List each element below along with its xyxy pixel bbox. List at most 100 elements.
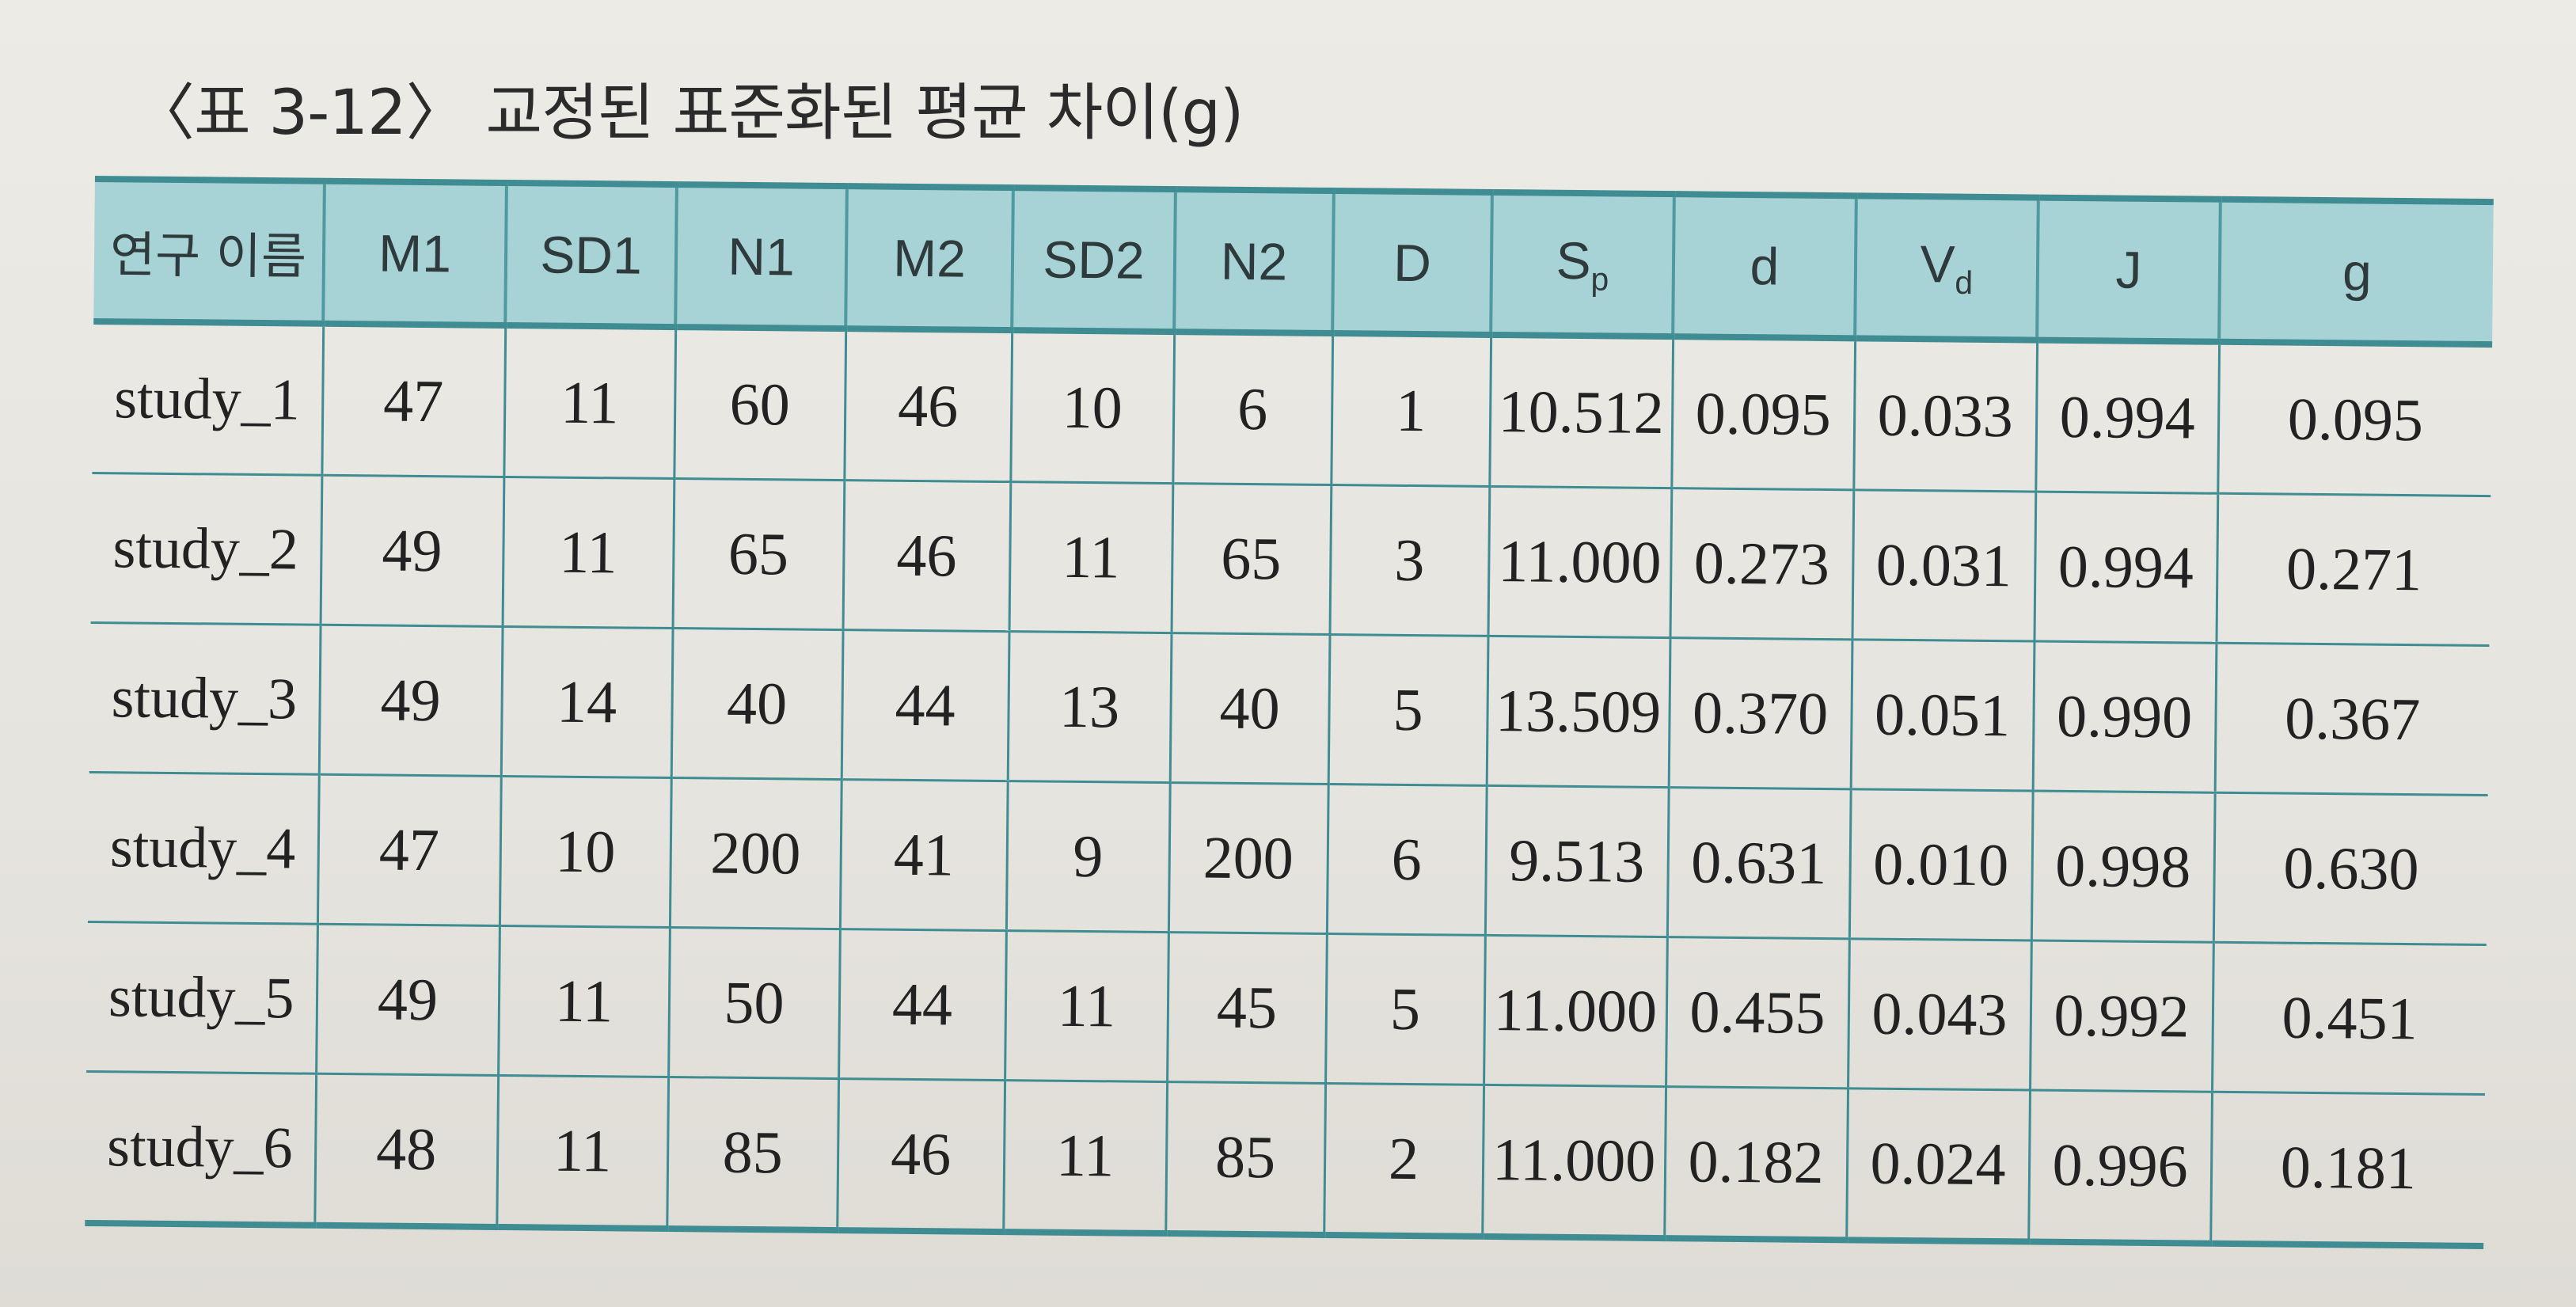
- cell-n2: 65: [1171, 483, 1332, 635]
- cell-m1: 49: [318, 625, 503, 777]
- cell-vd: 0.051: [1850, 639, 2035, 792]
- table-row: study_5 49 11 50 44 11 45 5 11.000 0.455 0.043 0.99…: [86, 921, 2487, 1095]
- cell-D: 3: [1329, 484, 1490, 636]
- cell-g: 0.095: [2217, 341, 2493, 496]
- cell-m2: 41: [839, 779, 1008, 931]
- cell-d: 0.455: [1666, 937, 1849, 1089]
- cell-sd1: 11: [498, 925, 670, 1077]
- cell-m2: 46: [837, 1078, 1005, 1233]
- cell-m1: 47: [317, 774, 501, 926]
- cell-D: 2: [1324, 1083, 1484, 1237]
- cell-sd2: 11: [1005, 930, 1168, 1082]
- cell-m2: 46: [844, 329, 1013, 482]
- cell-sd2: 9: [1005, 781, 1170, 933]
- cell-sp: 11.000: [1487, 486, 1672, 638]
- cell-n1: 200: [669, 777, 842, 929]
- cell-sd1: 14: [500, 626, 673, 778]
- cell-vd: 0.024: [1846, 1088, 2031, 1242]
- table-body: study_1 47 11 60 46 10 6 1 10.512 0.095 0.033 0.994…: [85, 321, 2493, 1247]
- cell-sd2: 10: [1010, 330, 1175, 484]
- cell-d: 0.273: [1670, 488, 1854, 640]
- cell-study-name: study_2: [90, 473, 322, 625]
- cell-m2: 44: [841, 629, 1009, 781]
- cell-g: 0.271: [2216, 493, 2491, 646]
- cell-j: 0.992: [2030, 940, 2213, 1092]
- header-vd-sub: d: [1955, 264, 1974, 302]
- table-caption: 〈표 3-12〉 교정된 표준화된 평균 차이(g): [133, 78, 1244, 149]
- cell-sd2: 13: [1007, 631, 1172, 783]
- cell-study-name: study_4: [87, 772, 319, 925]
- cell-n2: 85: [1165, 1081, 1326, 1235]
- cell-j: 0.998: [2031, 791, 2215, 943]
- header-m1: M1: [323, 180, 507, 325]
- cell-sp: 9.513: [1484, 785, 1669, 937]
- cell-study-name: study_3: [89, 622, 321, 775]
- table-row: study_3 49 14 40 44 13 40 5 13.509 0.370 0.051 0.99…: [89, 622, 2490, 796]
- standardized-mean-difference-table: 연구 이름 M1 SD1 N1 M2 SD2 N2 D Sp d Vd J g …: [85, 176, 2494, 1249]
- cell-sd2: 11: [1003, 1080, 1168, 1234]
- cell-m1: 47: [321, 323, 506, 477]
- table-row: study_6 48 11 85 46 11 85 2 11.000 0.182 0.024 0.99…: [85, 1071, 2485, 1247]
- header-vd-base: V: [1920, 234, 1956, 294]
- cell-sp: 10.512: [1489, 334, 1674, 488]
- cell-D: 6: [1326, 784, 1487, 936]
- cell-n1: 40: [671, 628, 843, 780]
- cell-sd2: 11: [1009, 481, 1173, 633]
- cell-n1: 65: [672, 478, 845, 630]
- cell-d: 0.370: [1668, 637, 1852, 789]
- cell-sp: 11.000: [1482, 1085, 1666, 1239]
- header-study-name: 연구 이름: [93, 178, 325, 324]
- cell-sp: 11.000: [1484, 935, 1667, 1087]
- cell-vd: 0.043: [1848, 938, 2031, 1091]
- header-sd2: SD2: [1012, 188, 1176, 332]
- cell-study-name: study_5: [86, 921, 317, 1074]
- cell-sp: 13.509: [1486, 636, 1670, 788]
- cell-n2: 45: [1167, 932, 1327, 1084]
- cell-n1: 85: [667, 1077, 839, 1231]
- cell-m2: 44: [838, 929, 1006, 1081]
- header-j: J: [2037, 197, 2221, 342]
- header-n2: N2: [1174, 189, 1334, 334]
- cell-g: 0.367: [2214, 643, 2490, 796]
- cell-j: 0.996: [2028, 1090, 2213, 1244]
- cell-j: 0.990: [2032, 641, 2217, 793]
- cell-n2: 40: [1169, 633, 1330, 785]
- table-row: study_4 47 10 200 41 9 200 6 9.513 0.631 0.010 0.99…: [87, 772, 2488, 945]
- cell-sd1: 10: [499, 776, 671, 928]
- cell-j: 0.994: [2035, 340, 2220, 494]
- header-row: 연구 이름 M1 SD1 N1 M2 SD2 N2 D Sp d Vd J g: [93, 178, 2494, 345]
- cell-m2: 46: [842, 480, 1011, 632]
- header-sp-sub: p: [1590, 260, 1609, 298]
- cell-sd1: 11: [503, 325, 676, 479]
- cell-j: 0.994: [2034, 492, 2218, 644]
- cell-vd: 0.031: [1852, 489, 2036, 642]
- header-g: g: [2219, 199, 2494, 345]
- header-sd1: SD1: [505, 182, 677, 328]
- cell-d: 0.631: [1666, 787, 1851, 939]
- header-sp-base: S: [1556, 231, 1592, 291]
- cell-D: 5: [1328, 634, 1488, 786]
- cell-g: 0.181: [2210, 1092, 2485, 1247]
- cell-study-name: study_1: [92, 321, 324, 476]
- cell-sd1: 11: [502, 477, 674, 629]
- cell-n1: 50: [668, 927, 840, 1079]
- cell-D: 5: [1325, 933, 1485, 1085]
- cell-d: 0.095: [1671, 336, 1856, 490]
- cell-sd1: 11: [496, 1075, 669, 1229]
- cell-m1: 49: [316, 924, 500, 1076]
- cell-d: 0.182: [1664, 1086, 1848, 1241]
- cell-g: 0.630: [2213, 792, 2488, 945]
- header-n1: N1: [675, 184, 847, 329]
- cell-m1: 48: [314, 1073, 499, 1227]
- cell-D: 1: [1331, 333, 1491, 487]
- cell-study-name: study_6: [85, 1071, 317, 1225]
- cell-g: 0.451: [2212, 942, 2487, 1095]
- table-row: study_1 47 11 60 46 10 6 1 10.512 0.095 0.033 0.994…: [92, 321, 2493, 496]
- cell-n1: 60: [674, 327, 846, 481]
- table-container: 연구 이름 M1 SD1 N1 M2 SD2 N2 D Sp d Vd J g …: [85, 176, 2494, 1249]
- header-d: d: [1673, 194, 1856, 339]
- cell-vd: 0.033: [1853, 338, 2038, 492]
- cell-n2: 6: [1172, 332, 1333, 485]
- header-vd: Vd: [1855, 196, 2038, 340]
